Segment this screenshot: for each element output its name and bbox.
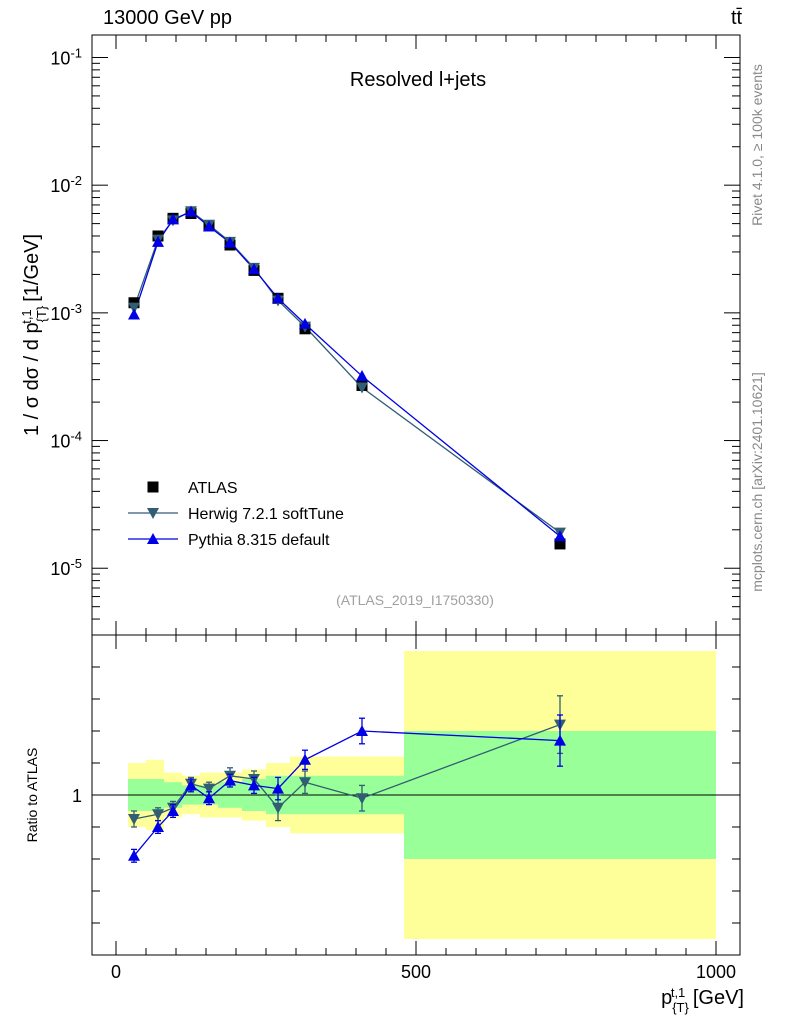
process-label: tt̄	[731, 7, 743, 29]
main-y-tick-labels: 10-5 10-4 10-3 10-2 10-1	[50, 45, 82, 579]
ratio-point	[356, 793, 368, 805]
ratio-point	[299, 777, 311, 789]
legend-label: Herwig 7.2.1 softTune	[188, 506, 344, 523]
ratio-point	[167, 805, 179, 816]
ratio-point	[128, 814, 140, 825]
data-point	[152, 235, 164, 247]
main-data-layer	[128, 205, 566, 550]
legend: ATLAS Herwig 7.2.1 softTune Pythia 8.315 d…	[128, 480, 344, 549]
ratio-point	[203, 792, 215, 804]
ratio-point	[356, 725, 368, 736]
ratio-frame	[91, 634, 741, 956]
x-axis-label: p{T}t,1 [GeV]	[661, 985, 744, 1015]
ratio-point	[224, 774, 236, 786]
data-point	[203, 220, 215, 232]
data-point	[128, 308, 140, 320]
x-tick-label: 0	[111, 962, 121, 982]
ratio-point	[554, 734, 566, 746]
data-point	[299, 317, 311, 329]
main-y-tick-label: 10-3	[50, 300, 82, 324]
ratio-point	[203, 783, 215, 795]
x-tick-label: 500	[401, 962, 431, 982]
x-tick-labels: 0 500 1000	[111, 962, 736, 982]
legend-marker	[147, 508, 159, 519]
ratio-point	[272, 782, 284, 794]
watermark: (ATLAS_2019_I1750330)	[336, 592, 494, 608]
main-y-tick-label: 10-4	[50, 428, 82, 452]
main-y-axis-label: 1 / σ dσ / d p{T}t,1 [1/GeV]	[19, 234, 49, 436]
main-axis-ticks	[92, 35, 740, 636]
data-point	[167, 213, 179, 225]
ratio-axis-ticks	[92, 634, 740, 956]
ratio-panel: 1 Ratio to ATLAS 0 500 1000 p{T}t,1 [GeV]	[24, 634, 744, 1015]
data-point	[185, 205, 197, 217]
data-point	[248, 263, 260, 275]
data-point	[128, 302, 140, 314]
mcplots-label: mcplots.cern.ch [arXiv:2401.10621]	[749, 372, 765, 591]
data-point	[554, 538, 566, 550]
ratio-y-axis-label: Ratio to ATLAS	[24, 748, 40, 843]
data-point	[356, 382, 368, 394]
main-panel: Resolved l+jets (ATLAS_2019_I1750330) 10…	[19, 34, 741, 636]
legend-marker	[147, 533, 159, 544]
ratio-point	[185, 779, 197, 791]
data-point	[554, 530, 566, 542]
main-y-tick-label: 10-2	[50, 173, 82, 197]
main-title: Resolved l+jets	[350, 69, 486, 91]
ratio-point	[128, 849, 140, 861]
legend-marker	[147, 481, 159, 493]
legend-label: Pythia 8.315 default	[188, 532, 330, 549]
x-tick-label: 1000	[696, 962, 736, 982]
data-point	[356, 370, 368, 382]
data-point	[272, 292, 284, 304]
rivet-label: Rivet 4.1.0, ≥ 100k events	[749, 64, 765, 226]
ratio-data-layer	[128, 695, 566, 863]
ratio-y-tick-label-1: 1	[72, 786, 82, 806]
ratio-point	[272, 802, 284, 814]
ratio-point	[152, 821, 164, 832]
main-y-tick-label: 10-5	[50, 556, 82, 580]
ratio-point	[248, 779, 260, 791]
legend-label: ATLAS	[188, 480, 238, 497]
ratio-point	[299, 753, 311, 765]
energy-label: 13000 GeV pp	[103, 7, 232, 29]
main-y-tick-label: 10-1	[50, 45, 82, 69]
data-point	[224, 236, 236, 248]
ratio-point	[152, 809, 164, 821]
